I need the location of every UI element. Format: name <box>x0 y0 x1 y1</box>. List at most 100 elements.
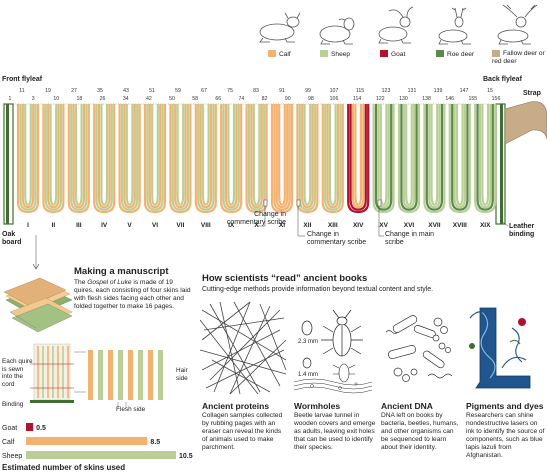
page-number: 51 <box>149 88 155 94</box>
bar-value-label: 10.5 <box>179 453 193 460</box>
quire-sheet <box>21 104 35 209</box>
quire-sheet <box>67 104 90 214</box>
quire-sheet <box>270 104 294 214</box>
quire-sheet <box>321 104 344 214</box>
collagen-fiber <box>213 301 251 393</box>
leather-binding-label: Leather binding <box>509 223 535 238</box>
leader-2 <box>297 206 305 237</box>
quire-sheet <box>151 104 159 206</box>
quire-sheet <box>42 104 65 214</box>
quire-sheet <box>169 104 192 214</box>
quire-label: X <box>254 222 259 229</box>
page-number: 66 <box>215 96 221 102</box>
zoom-page <box>108 350 113 400</box>
quire-X <box>245 104 268 214</box>
page-number: 82 <box>262 96 268 102</box>
page-number: 74 <box>239 96 245 102</box>
collagen-fibers-illustration <box>200 301 287 395</box>
panel-dna-title: Ancient DNA <box>381 401 433 411</box>
page-number: 123 <box>382 88 391 94</box>
how-subtitle: Cutting-edge methods provide information… <box>202 286 433 293</box>
quire-label: XI <box>279 222 285 229</box>
size-large: 2.3 mm <box>298 339 319 345</box>
collagen-fiber <box>205 349 285 389</box>
bacteria-cells <box>385 315 453 382</box>
bar-calf <box>26 437 148 445</box>
bar-value-label: 0.5 <box>36 425 46 432</box>
roe-deer-swatch <box>436 50 444 57</box>
quire-sheet <box>397 104 421 214</box>
panel-pigments-body: Researchers can shine nondestructive las… <box>466 412 545 460</box>
quire-sheet <box>97 104 111 209</box>
quire-label: XIV <box>353 222 364 229</box>
quire-sheet <box>95 104 113 211</box>
zoom-page <box>158 350 163 400</box>
quire-label: VII <box>176 222 184 229</box>
quire-sheet <box>326 104 340 209</box>
page-number: 90 <box>285 96 291 102</box>
bar-category-label: Goat <box>2 425 17 432</box>
legend-calf: Calf <box>268 50 291 59</box>
quire-sheet <box>227 104 236 206</box>
fallow-deer-swatch <box>492 50 500 57</box>
exit-hole-small <box>302 357 312 369</box>
how-title: How scientists “read” ancient books <box>202 273 368 284</box>
quire-label: VIII <box>201 222 211 229</box>
page-number: 35 <box>97 88 103 94</box>
quire-diagram: I II III IV V VI VII VIII IX X XI XII XIII XIV XV XVI XV… <box>3 88 547 237</box>
quire-sheet <box>74 104 83 206</box>
zoom-lines <box>74 351 86 393</box>
quire-label: IX <box>228 222 235 229</box>
page-number: 18 <box>77 96 83 102</box>
quire-sheet <box>328 104 337 206</box>
quire-XI <box>270 104 294 214</box>
quire-sheet <box>123 104 136 209</box>
page-number: 11 <box>19 88 24 94</box>
back-board-edge <box>500 104 503 224</box>
panel-wormholes-title: Wormholes <box>294 401 341 411</box>
legend-label: Sheep <box>331 51 351 58</box>
collagen-fiber <box>219 301 241 395</box>
page-number: 115 <box>356 88 364 94</box>
zoom-page <box>148 350 153 400</box>
page-number: 59 <box>175 88 181 94</box>
binding-leader <box>499 220 509 227</box>
quire-label: XV <box>379 222 388 229</box>
quire-sheet <box>400 104 418 211</box>
illuminated-letter-illustration <box>466 304 538 392</box>
bacteria-illustration <box>385 315 453 382</box>
beetle-illustration <box>293 309 373 394</box>
quire-sheet <box>224 104 238 209</box>
annotation-commentary-scribe-1: Change in commentary scribe <box>226 211 286 226</box>
quire-sheet <box>455 104 464 206</box>
quire-sheet <box>125 104 134 206</box>
scribe-change-markers <box>258 199 384 237</box>
collagen-fiber <box>209 309 281 381</box>
quire-sheet <box>324 104 342 211</box>
quire-sheet <box>118 104 141 214</box>
page-number: 75 <box>227 88 233 94</box>
quire-XVIII <box>448 104 471 214</box>
panel-proteins-title: Ancient proteins <box>202 401 270 411</box>
page-number: 114 <box>353 96 361 102</box>
page-number: 122 <box>376 96 385 102</box>
page-number: 15 <box>487 88 493 94</box>
quire-label: VI <box>152 222 158 229</box>
sheep-swatch <box>320 50 328 57</box>
quire-label: IV <box>101 222 108 229</box>
folded-skins-illustration <box>3 277 73 333</box>
page-number: 156 <box>492 96 501 102</box>
legend-sheep: Sheep <box>320 50 350 59</box>
page-number: 147 <box>460 88 469 94</box>
page-number: 58 <box>192 96 198 102</box>
page-number: 139 <box>434 88 443 94</box>
collagen-fiber <box>229 339 287 395</box>
quire-sheet <box>374 104 393 211</box>
collagen-fiber <box>209 303 261 393</box>
collagen-fiber <box>229 305 271 395</box>
quire-XII <box>296 104 319 214</box>
back-flyleaf-label: Back flyleaf <box>483 76 522 83</box>
hair-side-label: Hair side <box>176 367 188 382</box>
quire-sheet <box>430 104 439 206</box>
page-number: 155 <box>469 96 478 102</box>
